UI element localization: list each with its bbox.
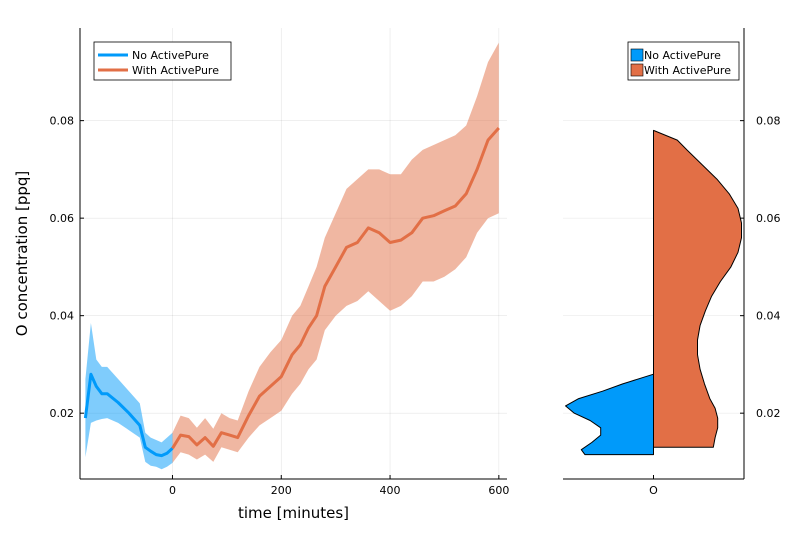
right-y-tick-labels: 0.02 0.04 0.06 0.08: [756, 115, 781, 421]
legend-label-no-activepure: No ActivePure: [132, 49, 209, 62]
right-y-tick-label: 0.04: [756, 310, 781, 323]
right-y-tick-label: 0.02: [756, 407, 781, 420]
left-chart-panel: 0 200 400 600 0.02 0.04 0.06 0.08 time [minute…: [13, 28, 509, 522]
legend-label-no-activepure: No ActivePure: [644, 49, 721, 62]
y-tick-label: 0.04: [50, 310, 75, 323]
left-legend-box: [93, 41, 232, 81]
x-tick-label: 0: [169, 484, 176, 497]
right-y-tick-label: 0.06: [756, 212, 781, 225]
series-line-no-activepure: [83, 372, 174, 458]
legend-swatch-no-activepure: [630, 48, 644, 62]
y-tick-label: 0.08: [50, 115, 75, 128]
x-tick-label: 600: [488, 484, 509, 497]
legend-label-with-activepure: With ActivePure: [132, 64, 219, 77]
confidence-band-with-activepure: [172, 42, 499, 463]
series-lines: [83, 127, 500, 458]
series-line-with-activepure: [171, 127, 500, 450]
right-y-tick-label: 0.08: [756, 115, 781, 128]
right-chart-panel: 0.02 0.04 0.06 0.08 O No ActivePure With Ac…: [563, 28, 781, 497]
x-axis-label: time [minutes]: [238, 504, 349, 522]
y-tick-label: 0.06: [50, 212, 75, 225]
legend-swatch-with-activepure: [630, 63, 644, 77]
x-tick-label: 400: [380, 484, 401, 497]
violin-half-with-activepure: [653, 129, 742, 448]
y-tick-labels: 0.02 0.04 0.06 0.08: [50, 115, 75, 421]
x-tick-labels: 0 200 400 600: [169, 484, 509, 497]
category-tick-label: O: [649, 484, 658, 497]
y-axis-label: O concentration [ppq]: [13, 171, 31, 337]
y-tick-label: 0.02: [50, 407, 75, 420]
violin-half-no-activepure: [565, 373, 654, 456]
confidence-bands: [85, 42, 499, 470]
left-axes: [79, 28, 507, 480]
right-legend: No ActivePure With ActivePure: [627, 41, 740, 81]
x-tick-label: 200: [271, 484, 292, 497]
right-legend-box: [627, 41, 740, 81]
legend-label-with-activepure: With ActivePure: [644, 64, 731, 77]
right-axes: [563, 28, 745, 480]
violin-halves: [565, 129, 742, 456]
confidence-band-no-activepure: [85, 323, 173, 470]
left-legend: No ActivePure With ActivePure: [93, 41, 232, 81]
